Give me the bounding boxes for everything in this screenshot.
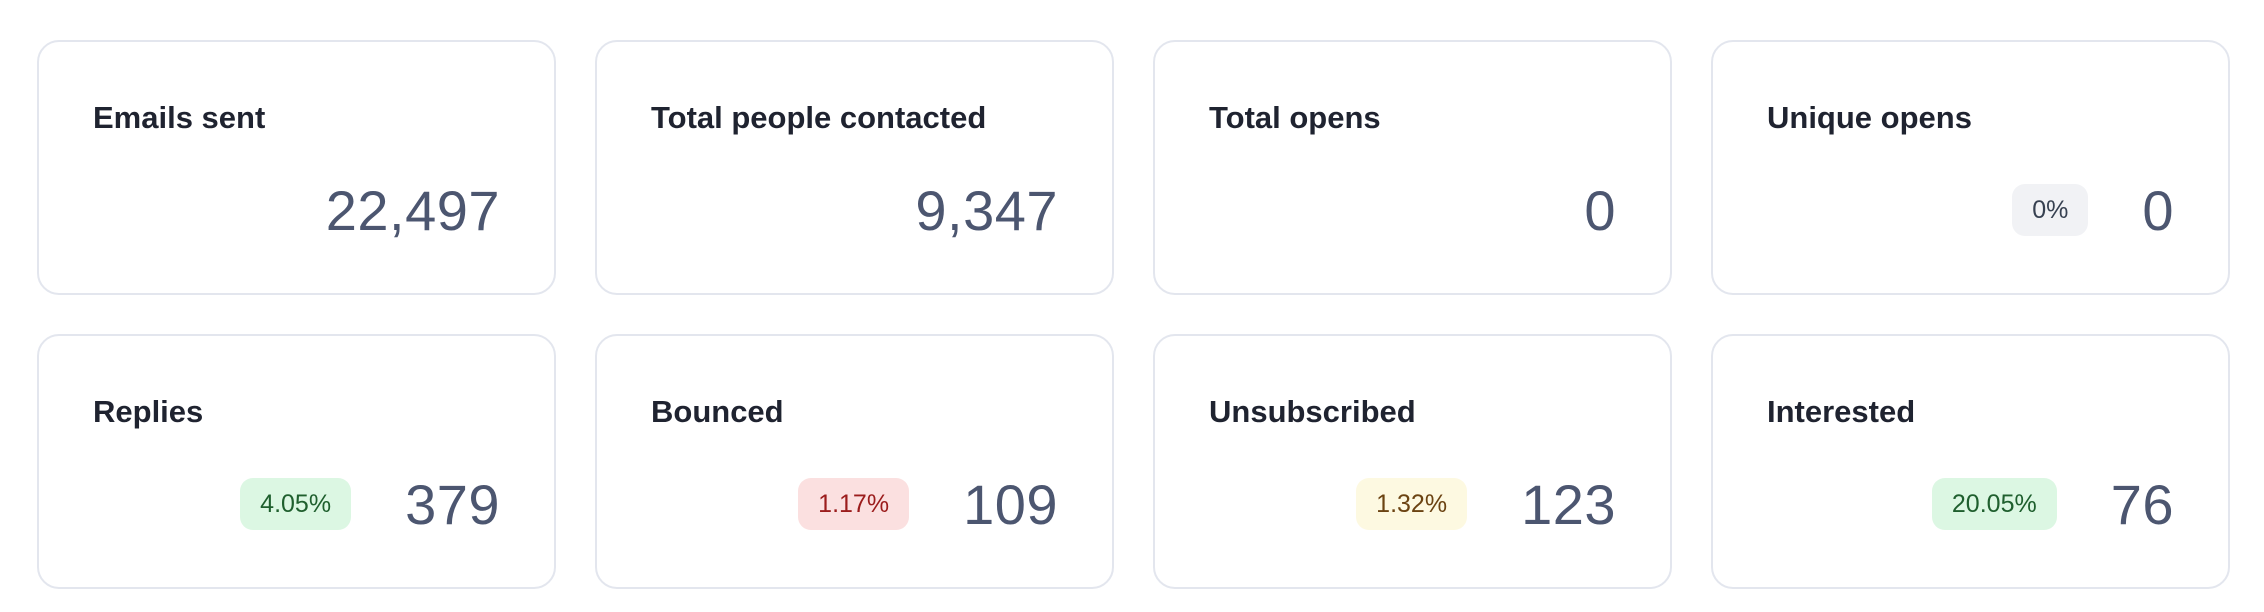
stat-title: Bounced bbox=[651, 394, 784, 429]
stat-value: 109 bbox=[963, 472, 1058, 536]
stat-row: 4.05% 379 bbox=[240, 472, 500, 536]
stat-value: 9,347 bbox=[915, 178, 1058, 242]
stat-badge: 1.32% bbox=[1356, 478, 1468, 530]
stat-badge: 1.17% bbox=[798, 478, 910, 530]
stat-value: 123 bbox=[1521, 472, 1616, 536]
stat-card: Total opens 0 bbox=[1153, 40, 1672, 295]
stat-title: Unique opens bbox=[1767, 100, 1972, 135]
stat-row: 9,347 bbox=[915, 178, 1058, 242]
stat-badge: 0% bbox=[2012, 184, 2089, 236]
stat-value: 0 bbox=[2142, 178, 2174, 242]
stat-card: Total people contacted 9,347 bbox=[595, 40, 1114, 295]
stat-value: 379 bbox=[405, 472, 500, 536]
stat-card: Unique opens 0% 0 bbox=[1711, 40, 2230, 295]
stat-badge: 20.05% bbox=[1931, 478, 2057, 530]
stats-grid: Emails sent 22,497 Total people contacted 9… bbox=[37, 40, 2230, 589]
stat-card: Interested 20.05% 76 bbox=[1711, 334, 2230, 589]
stat-card: Emails sent 22,497 bbox=[37, 40, 556, 295]
stat-title: Total people contacted bbox=[651, 100, 987, 135]
stat-title: Interested bbox=[1767, 394, 1916, 429]
stat-row: 0% 0 bbox=[2012, 178, 2174, 242]
stat-row: 20.05% 76 bbox=[1931, 472, 2174, 536]
stat-title: Emails sent bbox=[93, 100, 266, 135]
stat-title: Unsubscribed bbox=[1209, 394, 1416, 429]
stat-row: 0 bbox=[1584, 178, 1616, 242]
stat-row: 1.17% 109 bbox=[798, 472, 1058, 536]
stat-card: Replies 4.05% 379 bbox=[37, 334, 556, 589]
stat-row: 22,497 bbox=[325, 178, 500, 242]
stat-card: Bounced 1.17% 109 bbox=[595, 334, 1114, 589]
stat-value: 0 bbox=[1584, 178, 1616, 242]
stat-card: Unsubscribed 1.32% 123 bbox=[1153, 334, 1672, 589]
stat-value: 76 bbox=[2110, 472, 2174, 536]
stat-title: Replies bbox=[93, 394, 204, 429]
stat-badge: 4.05% bbox=[240, 478, 352, 530]
stat-title: Total opens bbox=[1209, 100, 1381, 135]
stat-row: 1.32% 123 bbox=[1356, 472, 1616, 536]
stat-value: 22,497 bbox=[325, 178, 500, 242]
